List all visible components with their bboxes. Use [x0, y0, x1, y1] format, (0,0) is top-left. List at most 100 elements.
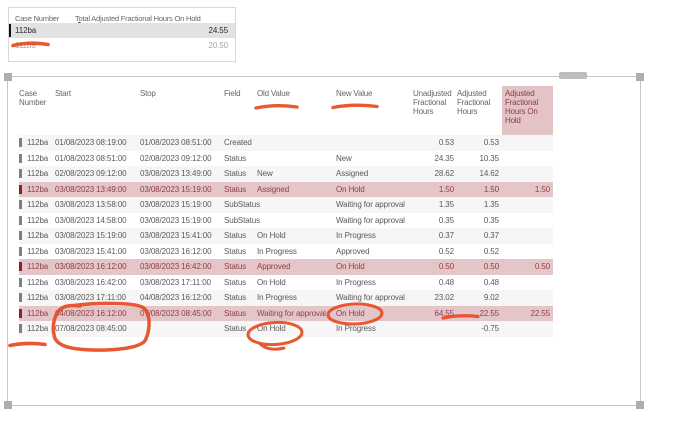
adjusted-cell[interactable]: 9.02	[483, 293, 499, 303]
resize-handle-bottom-right[interactable]	[636, 401, 644, 409]
table-row[interactable]: 112ba 01/08/2023 08:19:00 01/08/2023 08:51…	[19, 135, 553, 151]
stop-cell[interactable]: 04/08/2023 16:12:00	[140, 293, 212, 303]
case-cell[interactable]: 112ba	[19, 277, 55, 287]
visual-drag-grip[interactable]	[559, 72, 587, 79]
table-row[interactable]: 112ba 02/08/2023 09:12:00 03/08/2023 13:49…	[19, 166, 553, 182]
new-value-cell[interactable]: On Hold	[336, 308, 365, 318]
resize-handle-top-right[interactable]	[636, 73, 644, 81]
on-hold-cell[interactable]: 0.50	[534, 262, 550, 272]
case-cell[interactable]: 112ba	[19, 153, 55, 163]
unadjusted-cell[interactable]: 24.35	[434, 153, 454, 163]
column-header-old-value[interactable]: Old Value	[257, 89, 290, 98]
old-value-cell[interactable]: Assigned	[257, 184, 290, 194]
case-cell[interactable]: 112ba	[19, 246, 55, 256]
resize-handle-top-left[interactable]	[4, 73, 12, 81]
old-value-cell[interactable]: On Hold	[257, 231, 286, 241]
stop-cell[interactable]: 03/08/2023 15:19:00	[140, 215, 212, 225]
start-cell[interactable]: 07/08/2023 08:45:00	[55, 324, 127, 334]
stop-cell[interactable]: 03/08/2023 15:19:00	[140, 184, 212, 194]
table-row[interactable]: 112ba 03/08/2023 13:49:00 03/08/2023 15:19…	[19, 181, 553, 197]
new-value-cell[interactable]: Assigned	[336, 169, 369, 179]
resize-handle-bottom-left[interactable]	[4, 401, 12, 409]
table-row[interactable]: 112ba 03/08/2023 15:41:00 03/08/2023 16:12…	[19, 244, 553, 260]
new-value-cell[interactable]: Waiting for approval	[336, 200, 405, 210]
old-value-cell[interactable]: In Progress	[257, 246, 297, 256]
new-value-cell[interactable]: In Progress	[336, 277, 376, 287]
field-cell[interactable]: Status	[224, 308, 247, 318]
adjusted-cell[interactable]: 14.62	[479, 169, 499, 179]
case-cell[interactable]: 112ba	[19, 231, 55, 241]
start-cell[interactable]: 03/08/2023 13:49:00	[55, 184, 127, 194]
case-cell[interactable]: 112ba	[19, 215, 55, 225]
summary-header-total-hours[interactable]: Total Adjusted Fractional Hours On Hold …	[75, 14, 228, 27]
field-cell[interactable]: Status	[224, 262, 247, 272]
unadjusted-cell[interactable]: 0.37	[438, 231, 454, 241]
column-header-case-number[interactable]: Case Number	[19, 89, 47, 107]
case-cell[interactable]: 112ba	[19, 324, 55, 334]
stop-cell[interactable]: 03/08/2023 17:11:00	[140, 277, 211, 287]
column-header-adjusted-fractional-hours[interactable]: Adjusted Fractional Hours	[457, 89, 491, 116]
unadjusted-cell[interactable]: 0.50	[438, 262, 454, 272]
start-cell[interactable]: 02/08/2023 09:12:00	[55, 169, 127, 179]
unadjusted-cell[interactable]: 28.62	[434, 169, 454, 179]
start-cell[interactable]: 03/08/2023 15:41:00	[55, 246, 127, 256]
summary-case-cell[interactable]: 112ba	[15, 26, 37, 35]
stop-cell[interactable]: 03/08/2023 15:41:00	[140, 231, 212, 241]
stop-cell[interactable]: 02/08/2023 09:12:00	[140, 153, 212, 163]
case-cell[interactable]: 112ba	[19, 169, 55, 179]
field-cell[interactable]: Created	[224, 138, 252, 148]
table-row[interactable]: 112ba 03/08/2023 14:58:00 03/08/2023 15:19…	[19, 213, 553, 229]
new-value-cell[interactable]: New	[336, 153, 352, 163]
summary-row-112ba[interactable]: 112ba 24.55	[9, 23, 235, 38]
start-cell[interactable]: 03/08/2023 14:58:00	[55, 215, 127, 225]
column-header-field[interactable]: Field	[224, 89, 241, 98]
case-cell[interactable]: 112ba	[19, 138, 55, 148]
start-cell[interactable]: 03/08/2023 13:58:00	[55, 200, 127, 210]
summary-header-case-number[interactable]: Case Number	[15, 14, 60, 23]
old-value-cell[interactable]: Waiting for approval	[257, 308, 326, 318]
summary-hours-cell[interactable]: 20.50	[208, 41, 228, 50]
start-cell[interactable]: 03/08/2023 16:42:00	[55, 277, 127, 287]
unadjusted-cell[interactable]: 0.53	[438, 138, 454, 148]
start-cell[interactable]: 03/08/2023 16:12:00	[55, 262, 127, 272]
table-row[interactable]: 112ba 03/08/2023 16:12:00 03/08/2023 16:42…	[19, 259, 553, 275]
new-value-cell[interactable]: Waiting for approval	[336, 215, 405, 225]
adjusted-cell[interactable]: 1.50	[483, 184, 499, 194]
table-row[interactable]: 112ba 03/08/2023 15:19:00 03/08/2023 15:41…	[19, 228, 553, 244]
new-value-cell[interactable]: On Hold	[336, 262, 365, 272]
field-cell[interactable]: Status	[224, 231, 247, 241]
stop-cell[interactable]: 03/08/2023 16:12:00	[140, 246, 212, 256]
field-cell[interactable]: Status	[224, 169, 247, 179]
old-value-cell[interactable]: Approved	[257, 262, 291, 272]
start-cell[interactable]: 04/08/2023 16:12:00	[55, 308, 127, 318]
summary-row-111ba[interactable]: 111ba 20.50	[9, 38, 235, 53]
column-header-stop[interactable]: Stop	[140, 89, 156, 98]
case-cell[interactable]: 112ba	[19, 293, 55, 303]
new-value-cell[interactable]: In Progress	[336, 231, 376, 241]
table-row[interactable]: 112ba 01/08/2023 08:51:00 02/08/2023 09:12…	[19, 151, 553, 167]
new-value-cell[interactable]: Waiting for approval	[336, 293, 405, 303]
case-cell[interactable]: 112ba	[19, 200, 55, 210]
new-value-cell[interactable]: In Progress	[336, 324, 376, 334]
start-cell[interactable]: 03/08/2023 17:11:00	[55, 293, 126, 303]
unadjusted-cell[interactable]: 1.50	[438, 184, 454, 194]
column-header-new-value[interactable]: New Value	[336, 89, 373, 98]
unadjusted-cell[interactable]: 0.48	[438, 277, 454, 287]
unadjusted-cell[interactable]: 0.35	[438, 215, 454, 225]
unadjusted-cell[interactable]: 0.52	[438, 246, 454, 256]
new-value-cell[interactable]: On Hold	[336, 184, 365, 194]
old-value-cell[interactable]: New	[257, 169, 273, 179]
old-value-cell[interactable]: On Hold	[257, 324, 286, 334]
case-cell[interactable]: 112ba	[19, 308, 55, 318]
on-hold-cell[interactable]: 1.50	[534, 184, 550, 194]
adjusted-cell[interactable]: 1.35	[483, 200, 499, 210]
unadjusted-cell[interactable]: 1.35	[438, 200, 454, 210]
stop-cell[interactable]: 07/08/2023 08:45:00	[140, 308, 212, 318]
adjusted-cell[interactable]: 10.35	[479, 153, 499, 163]
case-cell[interactable]: 112ba	[19, 262, 55, 272]
case-cell[interactable]: 112ba	[19, 184, 55, 194]
field-cell[interactable]: Status	[224, 293, 247, 303]
table-row[interactable]: 112ba 03/08/2023 17:11:00 04/08/2023 16:12…	[19, 290, 553, 306]
adjusted-cell[interactable]: 0.52	[483, 246, 499, 256]
start-cell[interactable]: 01/08/2023 08:51:00	[55, 153, 127, 163]
